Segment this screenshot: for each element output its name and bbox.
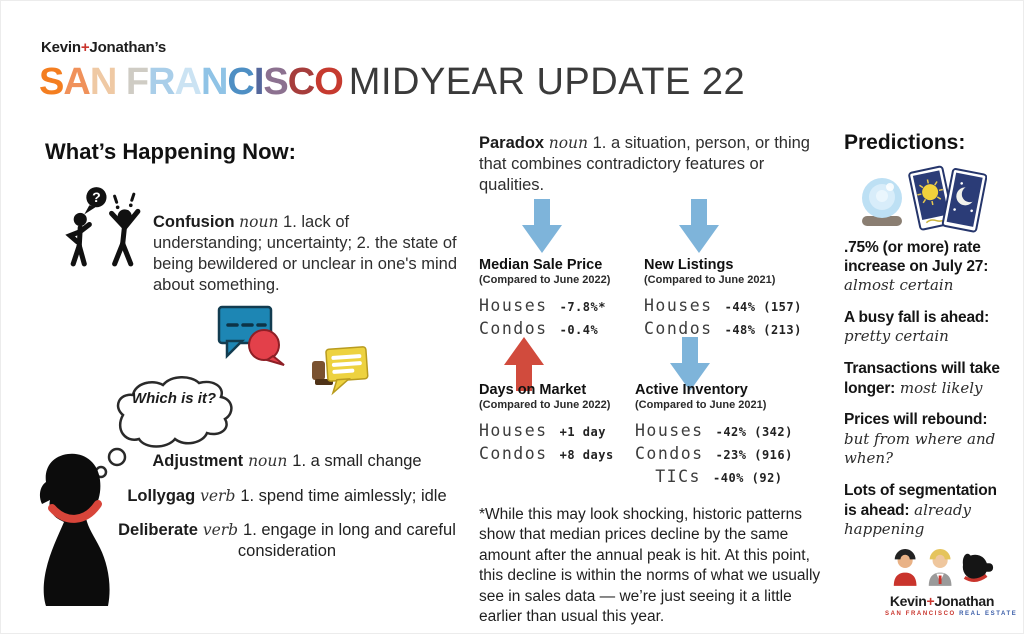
stat-row: Houses -7.8%* <box>479 296 606 315</box>
stat-title: Median Sale Price <box>479 257 603 273</box>
crystal-ball-icon <box>862 178 902 226</box>
stat-title: Days on Market <box>479 382 587 398</box>
tarot-cards-icon <box>908 165 987 233</box>
stat-active-inventory: Active Inventory (Compared to June 2021)… <box>635 382 830 489</box>
stat-rows: Houses -7.8%* Condos -0.4% <box>479 295 674 341</box>
down-arrow-icon <box>522 199 562 253</box>
logo-tagline: SAN FRANCISCO REAL ESTATE <box>885 611 1018 617</box>
footnote: *While this may look shocking, historic … <box>479 506 821 626</box>
prediction-item: Transactions will take longer: most like… <box>844 359 1000 397</box>
stat-median-sale-price: Median Sale Price (Compared to June 2022… <box>479 257 674 341</box>
avatar-jonathan <box>928 549 952 586</box>
stat-new-listings: New Listings (Compared to June 2021) Hou… <box>644 257 839 341</box>
definition-item: Adjustment noun 1. a small change <box>152 452 422 470</box>
prediction-item: Lots of segmentation is ahead: already h… <box>844 481 997 539</box>
confusion-term: Confusion <box>153 213 235 231</box>
confusion-pos: noun <box>239 213 279 231</box>
title-san-francisco: SAN FRANCISCO <box>39 61 344 103</box>
prediction-item: .75% (or more) rate increase on July 27:… <box>844 239 989 295</box>
paradox-definition: Paradox noun 1. a situation, person, or … <box>479 133 831 196</box>
yellow-chat-icon <box>312 346 369 396</box>
stat-rows: Houses -44% (157) Condos -48% (213) <box>644 295 839 341</box>
predictions-list: .75% (or more) rate increase on July 27:… <box>844 239 1006 553</box>
stat-subtitle: (Compared to June 2021) <box>635 399 767 411</box>
thought-text: Which is it? <box>131 390 217 407</box>
stat-title: Active Inventory <box>635 382 748 398</box>
stat-rows: Houses +1 day Condos +8 days <box>479 420 674 466</box>
stat-subtitle: (Compared to June 2021) <box>644 274 776 286</box>
confused-people-icon: ? <box>65 187 141 267</box>
title-midyear-update: MIDYEAR UPDATE 22 <box>348 61 746 103</box>
stat-row: Houses -42% (342) <box>635 421 793 440</box>
up-arrow-icon <box>504 337 544 391</box>
paradox-term: Paradox <box>479 134 545 152</box>
prediction-item: A busy fall is ahead: pretty certain <box>844 308 990 346</box>
thought-cloud-icon <box>94 376 233 479</box>
page-title: SAN FRANCISCO MIDYEAR UPDATE 22 <box>39 59 745 105</box>
avatar-dog <box>962 553 994 582</box>
logo-name: Kevin+Jonathan <box>889 593 995 609</box>
avatar-kevin <box>893 549 917 586</box>
brand-line: Kevin+Jonathan’s <box>41 39 167 56</box>
stat-row: Condos +8 days <box>479 444 614 463</box>
stat-title: New Listings <box>644 257 734 273</box>
stat-row: Houses +1 day <box>479 421 606 440</box>
confusion-definition: Confusion noun 1. lack of understanding;… <box>153 212 457 296</box>
stat-row: TICs -40% (92) <box>655 467 783 486</box>
stat-row: Condos -23% (916) <box>635 444 793 463</box>
down-arrow-icon <box>670 337 710 391</box>
dog-silhouette-icon <box>39 453 110 606</box>
stat-days-on-market: Days on Market (Compared to June 2022) H… <box>479 382 674 466</box>
definitions-list: Adjustment noun 1. a small change Lollyga… <box>113 451 461 576</box>
chat-bubbles-icon <box>217 305 285 366</box>
whats-happening-heading: What’s Happening Now: <box>45 139 296 164</box>
stat-row: Condos -48% (213) <box>644 319 802 338</box>
kevin-jonathan-logo: Kevin+Jonathan SAN FRANCISCO REAL ESTATE <box>885 547 1018 617</box>
down-arrow-icon <box>679 199 719 253</box>
logo-avatars-icon <box>893 549 994 586</box>
stat-subtitle: (Compared to June 2022) <box>479 274 611 286</box>
definition-item: Deliberate verb 1. engage in long and ca… <box>118 521 456 560</box>
stat-rows: Houses -42% (342) Condos -23% (916) TICs -40%… <box>635 420 830 489</box>
confusion-text: 1. lack of understanding; uncertainty; 2… <box>153 213 458 295</box>
predictions-heading: Predictions: <box>844 131 966 154</box>
paradox-text: 1. a situation, person, or thing that co… <box>479 134 810 195</box>
stat-subtitle: (Compared to June 2022) <box>479 399 611 411</box>
stat-row: Houses -44% (157) <box>644 296 802 315</box>
svg-text:?: ? <box>92 189 101 205</box>
stat-row: Condos -0.4% <box>479 319 599 338</box>
prediction-item: Prices will rebound: but from where and w… <box>844 411 996 468</box>
paradox-pos: noun <box>548 134 588 152</box>
definition-item: Lollygag verb 1. spend time aimlessly; i… <box>127 486 447 505</box>
brand-plus: + <box>80 39 90 56</box>
